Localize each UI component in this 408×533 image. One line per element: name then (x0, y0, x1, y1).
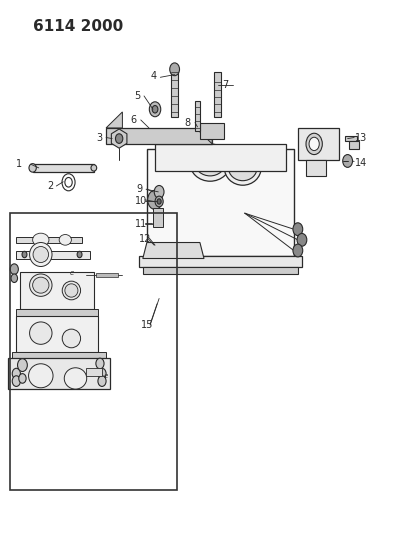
Circle shape (149, 102, 161, 117)
Polygon shape (8, 358, 110, 389)
Polygon shape (143, 266, 298, 274)
Polygon shape (16, 237, 82, 243)
Text: 3: 3 (96, 133, 102, 142)
Polygon shape (155, 144, 286, 171)
Polygon shape (16, 251, 90, 259)
Circle shape (293, 223, 303, 236)
Text: 6: 6 (131, 115, 137, 125)
Polygon shape (12, 352, 106, 358)
Ellipse shape (29, 364, 53, 388)
Ellipse shape (91, 165, 97, 171)
Ellipse shape (33, 277, 49, 293)
Circle shape (343, 155, 353, 167)
Polygon shape (306, 160, 326, 176)
Polygon shape (200, 123, 224, 139)
Ellipse shape (62, 281, 80, 300)
Text: 7: 7 (222, 80, 228, 90)
Bar (96, 273, 118, 277)
Polygon shape (16, 309, 98, 316)
Text: 6114 2000: 6114 2000 (33, 19, 123, 34)
Circle shape (154, 185, 164, 198)
Bar (214, 72, 221, 117)
Circle shape (157, 199, 161, 204)
Ellipse shape (59, 235, 71, 245)
Circle shape (98, 376, 106, 386)
Bar (195, 101, 200, 131)
Text: 15: 15 (141, 320, 153, 330)
Ellipse shape (65, 284, 78, 297)
Text: 14: 14 (355, 158, 367, 167)
Polygon shape (16, 316, 98, 352)
Text: e: e (104, 374, 108, 379)
Ellipse shape (62, 329, 80, 348)
Ellipse shape (29, 164, 36, 172)
Bar (86, 368, 102, 376)
Text: 5: 5 (134, 91, 140, 101)
Ellipse shape (30, 274, 52, 296)
Ellipse shape (224, 150, 261, 185)
Text: e: e (69, 270, 73, 276)
Circle shape (96, 358, 104, 369)
Text: 11: 11 (135, 219, 147, 229)
Circle shape (148, 190, 162, 209)
Text: 9: 9 (137, 184, 143, 194)
Text: 10: 10 (135, 197, 147, 206)
Circle shape (18, 359, 27, 372)
Text: 13: 13 (355, 133, 367, 142)
Text: 8: 8 (185, 118, 191, 127)
Circle shape (12, 376, 20, 386)
Ellipse shape (190, 144, 231, 181)
Circle shape (115, 134, 123, 143)
Polygon shape (345, 136, 357, 141)
Polygon shape (111, 129, 127, 148)
Circle shape (297, 233, 307, 246)
Polygon shape (106, 128, 212, 144)
Polygon shape (196, 128, 212, 144)
Ellipse shape (30, 322, 52, 344)
Ellipse shape (195, 149, 225, 176)
Ellipse shape (309, 137, 319, 151)
Polygon shape (143, 243, 204, 259)
Polygon shape (147, 149, 294, 256)
Circle shape (12, 368, 20, 379)
Circle shape (293, 244, 303, 257)
Circle shape (77, 252, 82, 257)
Circle shape (65, 177, 72, 187)
Bar (10, 213, 177, 490)
Text: 12: 12 (139, 234, 151, 244)
Circle shape (11, 274, 18, 282)
Circle shape (152, 106, 158, 113)
Text: 4: 4 (150, 71, 156, 80)
Text: 2: 2 (47, 181, 53, 191)
Circle shape (170, 63, 180, 76)
Polygon shape (298, 128, 339, 160)
Ellipse shape (33, 233, 49, 247)
Circle shape (19, 374, 26, 383)
Bar (171, 69, 178, 117)
Ellipse shape (306, 133, 322, 155)
Polygon shape (106, 112, 122, 128)
Polygon shape (349, 141, 359, 149)
Text: 1: 1 (16, 159, 22, 169)
Bar (153, 208, 163, 227)
Polygon shape (33, 164, 94, 172)
Polygon shape (20, 272, 94, 309)
Circle shape (10, 264, 18, 274)
Circle shape (155, 196, 163, 207)
Circle shape (22, 252, 27, 257)
Ellipse shape (30, 243, 52, 266)
Ellipse shape (64, 368, 86, 389)
Ellipse shape (33, 246, 49, 263)
Polygon shape (139, 256, 302, 266)
Ellipse shape (228, 155, 257, 181)
Circle shape (98, 368, 106, 379)
